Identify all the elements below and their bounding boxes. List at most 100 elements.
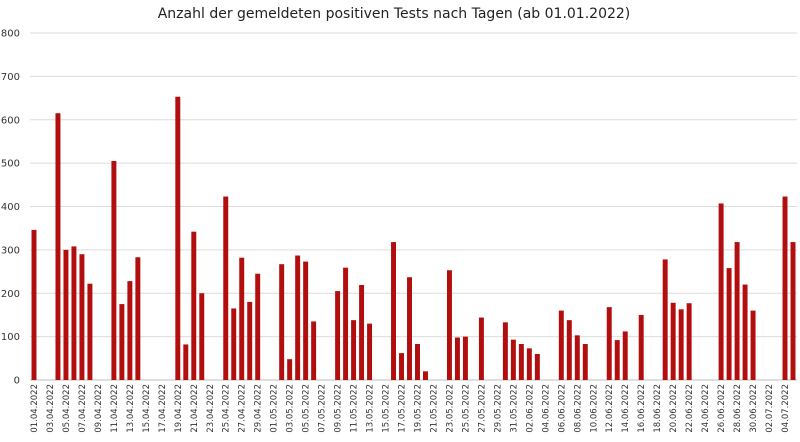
bar [199, 293, 205, 380]
bar [462, 336, 468, 380]
bar [742, 284, 748, 380]
bar [295, 255, 301, 380]
bar [127, 281, 133, 380]
x-tick-label: 14.06.2022 [621, 384, 631, 433]
x-tick-label: 24.06.2022 [701, 384, 711, 433]
bar [734, 242, 740, 380]
y-tick-label: 200 [1, 289, 20, 300]
x-axis-ticks: 01.04.2022 03.04.2022 05.04.2022 07.04.2022… [30, 384, 791, 433]
x-tick-label: 03.04.2022 [46, 384, 56, 433]
x-tick-label: 06.06.2022 [557, 384, 567, 433]
x-tick-label: 23.05.2022 [445, 384, 455, 433]
x-tick-label: 07.04.2022 [78, 384, 88, 433]
x-tick-label: 13.04.2022 [126, 384, 136, 433]
x-tick-label: 21.05.2022 [429, 384, 439, 433]
bar [351, 320, 357, 380]
x-tick-label: 29.05.2022 [493, 384, 503, 433]
y-tick-label: 500 [1, 159, 20, 170]
x-tick-label: 08.06.2022 [573, 384, 583, 433]
bar [407, 277, 412, 380]
bar [255, 273, 261, 380]
x-tick-label: 28.06.2022 [733, 384, 743, 433]
bar [175, 96, 181, 380]
x-tick-label: 31.05.2022 [509, 384, 519, 433]
x-tick-label: 11.04.2022 [110, 384, 120, 433]
bar [231, 308, 237, 380]
x-tick-label: 19.05.2022 [413, 384, 423, 433]
x-tick-label: 07.05.2022 [318, 384, 328, 433]
bar [31, 229, 37, 380]
bar [71, 246, 77, 380]
x-tick-label: 16.06.2022 [637, 384, 647, 433]
bar [335, 291, 341, 380]
x-tick-label: 19.04.2022 [174, 384, 184, 433]
bar [454, 337, 460, 380]
bar [566, 320, 572, 380]
y-tick-label: 0 [14, 376, 20, 387]
x-tick-label: 05.04.2022 [62, 384, 72, 433]
x-tick-label: 15.04.2022 [142, 384, 152, 433]
x-tick-label: 05.05.2022 [302, 384, 312, 433]
bar [119, 304, 125, 380]
x-tick-label: 27.04.2022 [238, 384, 248, 433]
bar [79, 254, 85, 380]
bar [582, 343, 588, 380]
x-tick-label: 20.06.2022 [669, 384, 679, 433]
bar [502, 322, 508, 380]
x-tick-label: 10.06.2022 [589, 384, 599, 433]
bar [614, 340, 620, 380]
bar [415, 343, 420, 380]
bar [782, 196, 788, 380]
bar [423, 371, 428, 380]
x-tick-label: 02.07.2022 [765, 384, 775, 433]
bar [367, 323, 373, 380]
x-tick-label: 17.04.2022 [158, 384, 168, 433]
bar [638, 314, 644, 380]
x-tick-label: 04.06.2022 [541, 384, 551, 433]
bar [287, 359, 293, 380]
y-tick-label: 400 [1, 202, 20, 213]
bar [750, 310, 756, 380]
bar [790, 242, 796, 380]
x-tick-label: 09.04.2022 [94, 384, 104, 433]
x-tick-label: 02.06.2022 [525, 384, 535, 433]
x-tick-label: 18.06.2022 [653, 384, 663, 433]
bar [63, 249, 69, 380]
bar [622, 331, 628, 380]
bar [478, 317, 484, 380]
bar [311, 321, 317, 380]
x-tick-label: 13.05.2022 [366, 384, 376, 433]
bar [135, 257, 141, 380]
bar [359, 285, 365, 380]
x-tick-label: 01.04.2022 [30, 384, 40, 433]
x-tick-label: 21.04.2022 [190, 384, 200, 433]
bar [518, 343, 524, 380]
bar [279, 264, 285, 380]
y-axis-ticks: 0 100 200 300 400 500 600 700 800 [1, 29, 20, 387]
bar [662, 259, 668, 380]
bar [534, 353, 540, 380]
bar [343, 267, 349, 380]
x-tick-label: 01.05.2022 [270, 384, 280, 433]
x-tick-label: 22.06.2022 [685, 384, 695, 433]
bar [87, 283, 93, 380]
x-tick-label: 23.04.2022 [206, 384, 216, 433]
x-tick-label: 27.05.2022 [477, 384, 487, 433]
bar [606, 307, 612, 380]
x-tick-label: 03.05.2022 [286, 384, 296, 433]
x-tick-label: 25.05.2022 [461, 384, 471, 433]
bar [574, 335, 580, 380]
x-tick-label: 04.07.2022 [781, 384, 791, 433]
gridlines [30, 32, 797, 381]
bar [510, 339, 516, 380]
bar [558, 310, 564, 380]
bar [247, 301, 253, 380]
y-tick-label: 600 [1, 115, 20, 126]
bar [391, 242, 397, 380]
x-tick-label: 09.05.2022 [334, 384, 344, 433]
x-tick-label: 29.04.2022 [254, 384, 264, 433]
chart-title: Anzahl der gemeldeten positiven Tests na… [158, 6, 631, 22]
bar [183, 344, 189, 380]
